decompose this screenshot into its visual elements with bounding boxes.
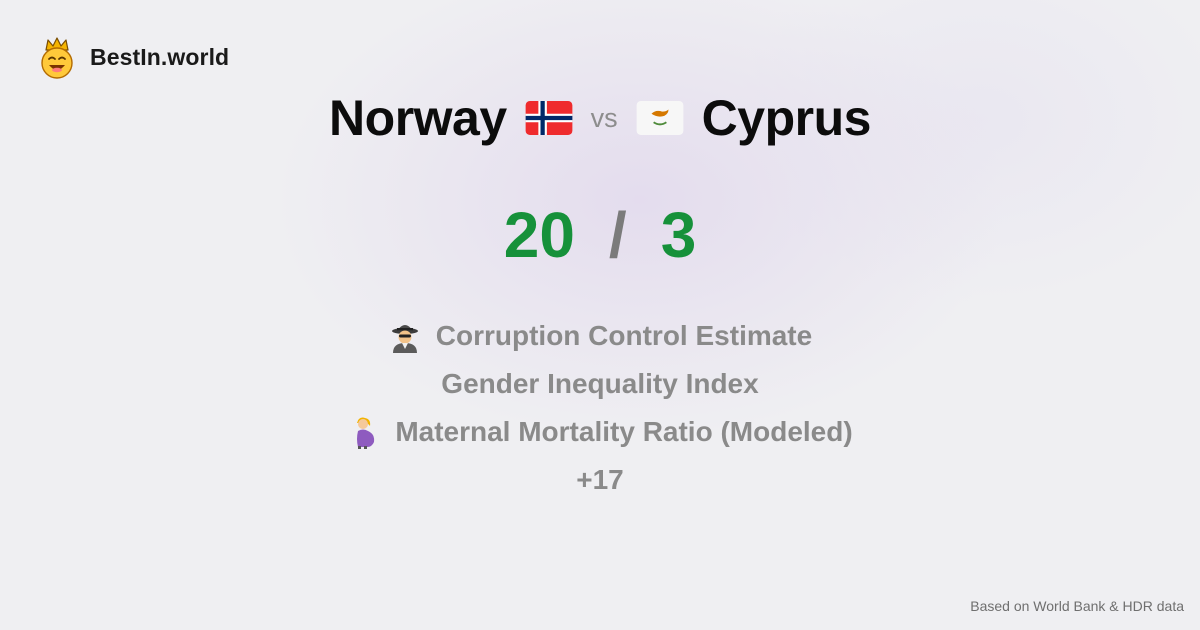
brand-name: BestIn.world: [90, 43, 230, 70]
norway-flag-icon: [525, 101, 573, 135]
metric-item-corruption-control[interactable]: Corruption Control Estimate: [388, 312, 812, 360]
metric-label-gender-inequality: Gender Inequality Index: [441, 368, 759, 399]
crowned-smiley-icon: [41, 37, 73, 79]
metrics-list: Corruption Control Estimate Gender Inequ…: [0, 312, 1200, 504]
right-country-name[interactable]: Cyprus: [701, 90, 872, 146]
vs-label: vs: [590, 102, 618, 133]
cyprus-flag-icon: [636, 101, 684, 135]
detective-icon: [391, 325, 418, 353]
metric-item-maternal-mortality[interactable]: Maternal Mortality Ratio (Modeled): [347, 408, 853, 456]
metric-label-corruption-control: Corruption Control Estimate: [435, 320, 813, 351]
metric-item-gender-inequality[interactable]: Gender Inequality Index: [441, 360, 758, 408]
left-country-name[interactable]: Norway: [329, 90, 507, 146]
left-score: 20: [503, 199, 575, 271]
more-metrics-count[interactable]: +17: [576, 464, 624, 495]
data-source-note: Based on World Bank & HDR data: [970, 598, 1184, 614]
comparison-title: Norway vs Cyprus: [0, 86, 1200, 150]
metric-label-maternal-mortality: Maternal Mortality Ratio (Modeled): [395, 416, 853, 447]
score-row: 20 / 3: [0, 195, 1200, 275]
score-separator: /: [608, 199, 627, 271]
pregnant-woman-icon: [357, 417, 375, 449]
brand[interactable]: BestIn.world: [38, 35, 229, 79]
right-score: 3: [660, 199, 697, 271]
